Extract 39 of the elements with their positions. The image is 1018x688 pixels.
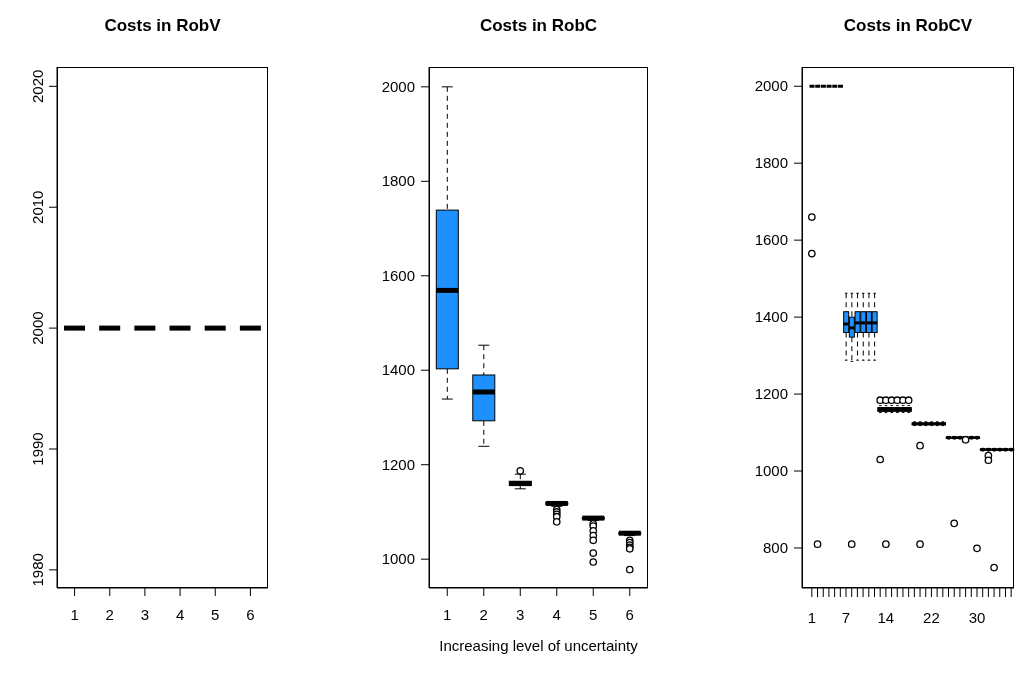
x-tick-label: 14	[877, 609, 895, 626]
y-tick-label: 1200	[754, 385, 788, 403]
y-tick-label: 2020	[29, 69, 46, 104]
x-tick-label: 6	[625, 606, 634, 623]
y-tick-label: 2000	[381, 77, 415, 95]
y-tick-label: 800	[762, 538, 788, 556]
y-tick-label: 2000	[754, 77, 788, 95]
x-tick-label: 3	[140, 606, 150, 623]
y-tick-label: 1990	[29, 432, 46, 466]
y-tick-label: 1400	[381, 361, 415, 379]
chart-title: Costs in RobV	[103, 16, 222, 36]
x-tick-label: 1	[807, 609, 817, 626]
y-tick-label: 1000	[381, 550, 415, 568]
x-tick-label: 1	[70, 606, 79, 623]
chart-title: Costs in RobC	[478, 16, 599, 36]
y-tick-label: 1600	[754, 231, 788, 249]
x-tick-label: 4	[175, 606, 185, 623]
x-tick-label: 7	[841, 609, 851, 626]
y-tick-label: 2000	[29, 311, 46, 345]
y-tick-label: 1200	[381, 455, 415, 473]
x-tick-label: 1	[443, 606, 452, 623]
x-tick-label: 2	[105, 606, 114, 623]
x-tick-label: 4	[552, 606, 561, 623]
x-tick-label: 22	[923, 609, 940, 626]
chart-title: Costs in RobCV	[842, 16, 974, 36]
y-tick-label: 1000	[754, 462, 788, 480]
y-tick-label: 2010	[29, 190, 46, 224]
y-tick-label: 1980	[29, 553, 46, 587]
x-tick-label: 6	[246, 606, 255, 623]
x-axis-title: Increasing level of uncertainty	[438, 637, 639, 654]
y-tick-label: 1600	[381, 266, 415, 284]
y-tick-label: 1400	[754, 308, 788, 326]
x-tick-label: 5	[589, 606, 598, 623]
y-tick-label: 1800	[381, 172, 415, 190]
x-tick-label: 5	[211, 606, 220, 623]
x-tick-label: 2	[479, 606, 488, 623]
x-tick-label: 3	[516, 606, 525, 623]
y-tick-label: 1800	[754, 154, 788, 172]
x-tick-label: 30	[968, 609, 986, 626]
